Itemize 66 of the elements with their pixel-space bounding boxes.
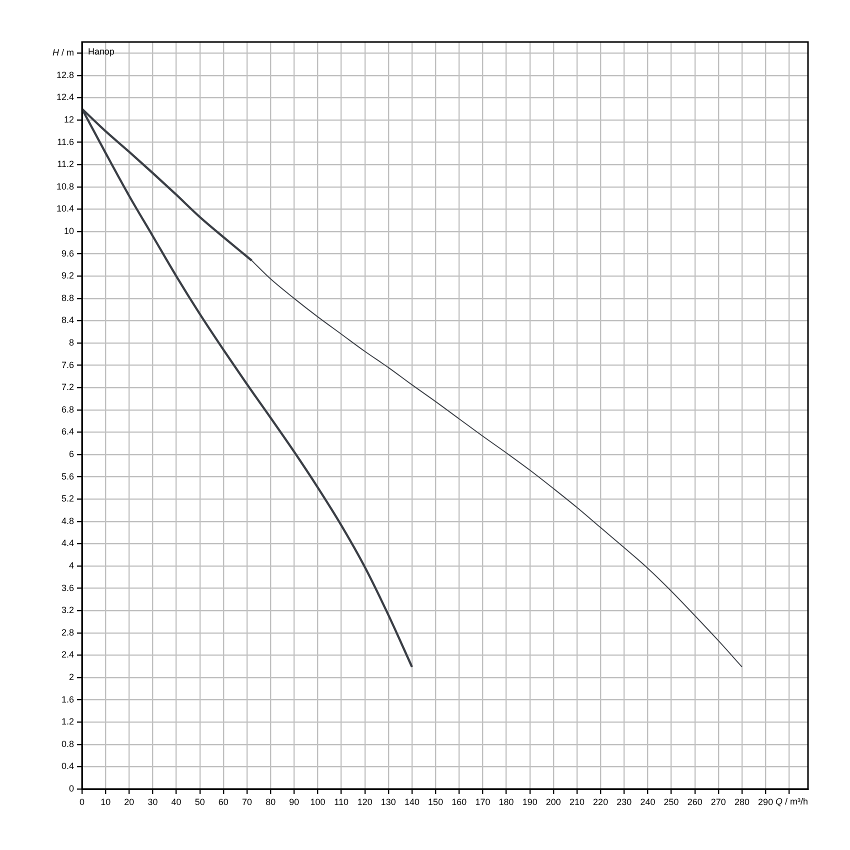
y-tick-label: 0 <box>68 783 74 794</box>
y-tick-label: 12 <box>64 114 74 125</box>
y-tick-label: 8.8 <box>61 292 74 303</box>
x-tick-label: 90 <box>289 796 300 807</box>
y-tick-label: 10.4 <box>56 204 74 214</box>
y-tick-label: 12.4 <box>56 92 74 102</box>
y-tick-label: 0.4 <box>61 761 74 772</box>
x-tick-label: 260 <box>687 796 702 807</box>
x-tick-label: 180 <box>498 796 514 807</box>
y-tick-label: 1.2 <box>61 716 74 727</box>
y-tick-label: 2.4 <box>61 650 74 660</box>
x-tick-label: 50 <box>194 796 205 807</box>
x-tick-label: 100 <box>310 796 326 807</box>
x-tick-label: 70 <box>242 796 252 807</box>
x-tick-label: 0 <box>79 796 85 807</box>
y-tick-label: 1.6 <box>61 694 74 704</box>
y-tick-label: 10.8 <box>56 181 74 192</box>
x-tick-label: 250 <box>664 796 679 807</box>
x-tick-label: 280 <box>734 796 750 807</box>
x-tick-label: 30 <box>148 796 158 807</box>
y-tick-label: 2.8 <box>61 627 74 638</box>
x-tick-label: 110 <box>334 796 348 807</box>
x-tick-label: 140 <box>404 796 420 807</box>
x-tick-label: 160 <box>452 796 467 807</box>
x-tick-label: 150 <box>428 796 444 807</box>
x-tick-label: 40 <box>171 796 182 807</box>
x-tick-label: 230 <box>616 796 632 807</box>
annotation: Напор <box>88 46 114 56</box>
y-tick-label: 6.8 <box>61 404 74 414</box>
y-tick-label: 3.6 <box>61 582 74 593</box>
y-tick-label: 2 <box>68 672 74 682</box>
y-tick-label: 3.2 <box>61 605 74 616</box>
y-tick-label: 4 <box>68 560 74 570</box>
y-tick-label: 5.2 <box>61 494 74 504</box>
x-tick-label: 290 <box>758 796 774 807</box>
y-tick-label: 6.4 <box>61 426 74 437</box>
x-tick-label: 170 <box>475 796 490 807</box>
x-tick-label: 190 <box>522 796 538 807</box>
y-tick-label: 11.6 <box>57 136 74 147</box>
y-tick-label: 4.4 <box>61 538 74 548</box>
y-tick-label: 10 <box>64 226 74 236</box>
x-axis-title: Q / m³/h <box>776 796 808 806</box>
y-tick-label: 8 <box>68 338 74 348</box>
y-tick-label: 5.6 <box>61 471 74 482</box>
x-tick-label: 120 <box>357 796 372 807</box>
y-tick-label: 9.2 <box>61 270 74 281</box>
y-tick-label: 4.8 <box>61 516 74 526</box>
x-tick-label: 10 <box>100 796 111 807</box>
y-tick-label: 9.6 <box>61 248 74 258</box>
y-tick-label: 7.6 <box>61 360 74 370</box>
y-tick-label: 7.2 <box>61 382 74 392</box>
x-tick-label: 270 <box>710 796 726 807</box>
x-tick-label: 20 <box>124 796 134 807</box>
x-tick-label: 210 <box>569 796 585 807</box>
x-tick-label: 130 <box>380 796 396 807</box>
x-tick-label: 80 <box>266 796 276 807</box>
x-tick-label: 200 <box>546 796 561 807</box>
y-tick-label: 8.4 <box>61 315 74 326</box>
y-axis-title: H / m <box>52 48 74 58</box>
x-tick-label: 240 <box>640 796 656 807</box>
y-tick-label: 6 <box>68 449 74 460</box>
y-tick-label: 0.8 <box>61 738 74 749</box>
x-tick-label: 60 <box>218 796 228 807</box>
y-tick-label: 12.8 <box>56 70 74 80</box>
x-tick-label: 220 <box>593 796 608 807</box>
y-tick-label: 11.2 <box>57 159 74 170</box>
